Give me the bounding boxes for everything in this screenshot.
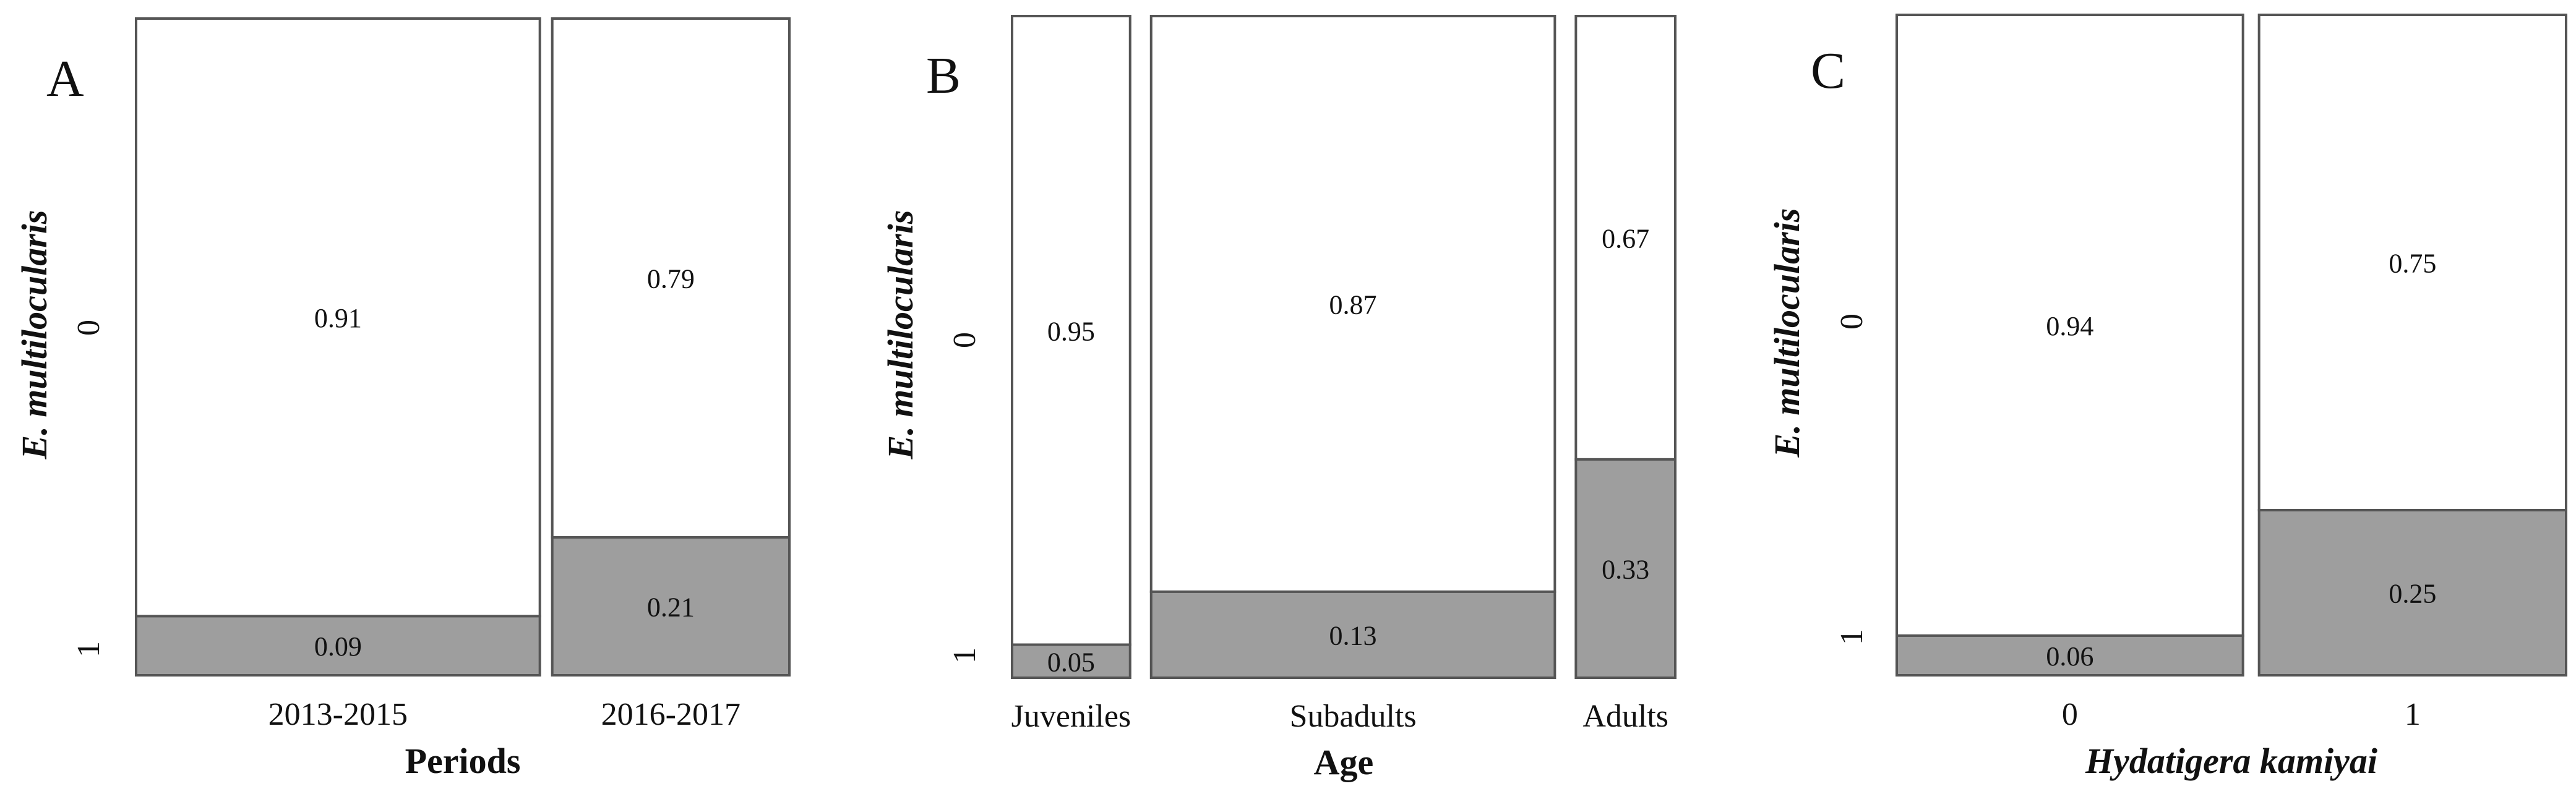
panel-c-value-0-negative: 0.94 bbox=[2046, 311, 2093, 341]
panel-b-y-tick-0: 0 bbox=[947, 332, 982, 348]
panel-b-y-tick-1: 1 bbox=[947, 647, 982, 664]
panel-b-y-axis-label: E. multilocularis bbox=[880, 210, 921, 460]
panel-a-cell-2016-2017-positive bbox=[551, 536, 791, 677]
panel-b-cell-adults-positive bbox=[1574, 458, 1677, 680]
panel-a-cell-2013-2015-positive bbox=[135, 615, 541, 677]
panel-a-value-2013-2015-positive: 0.09 bbox=[314, 631, 362, 662]
panel-b-value-adults-negative: 0.67 bbox=[1602, 223, 1649, 254]
panel-b-x-tick-adults: Adults bbox=[1582, 699, 1668, 734]
panel-c-cell-0-negative bbox=[1896, 14, 2244, 637]
panel-a-value-2013-2015-negative: 0.91 bbox=[314, 303, 362, 333]
panel-c-y-tick-0: 0 bbox=[1834, 314, 1870, 330]
panel-c-y-axis-label: E. multilocularis bbox=[1767, 208, 1807, 458]
panel-c-cell-0-positive bbox=[1896, 634, 2244, 677]
panel-b-value-subadults-negative: 0.87 bbox=[1329, 289, 1377, 320]
panel-c-x-tick-0: 0 bbox=[2062, 697, 2078, 732]
panel-a-cell-2016-2017-negative bbox=[551, 17, 791, 539]
panel-c-letter: C bbox=[1811, 42, 1845, 100]
panel-b-letter: B bbox=[926, 47, 961, 105]
panel-b-cell-subadults-positive bbox=[1149, 590, 1556, 680]
panel-b-value-adults-positive: 0.33 bbox=[1602, 554, 1649, 584]
panel-a-letter: A bbox=[46, 50, 84, 108]
panel-c-y-tick-1: 1 bbox=[1834, 629, 1870, 645]
panel-a-cell-2013-2015-negative bbox=[135, 17, 541, 618]
panel-c-cell-1-negative bbox=[2257, 14, 2567, 511]
panel-a-y-tick-1: 1 bbox=[71, 641, 106, 657]
panel-b-x-tick-juveniles: Juveniles bbox=[1011, 699, 1131, 734]
panel-a-value-2016-2017-negative: 0.79 bbox=[647, 263, 695, 294]
panel-a-x-tick-2013-2015: 2013-2015 bbox=[268, 697, 408, 732]
panel-b-value-subadults-positive: 0.13 bbox=[1329, 620, 1377, 651]
panel-a-y-axis-label: E. multilocularis bbox=[14, 210, 54, 460]
panel-c-value-1-positive: 0.25 bbox=[2389, 579, 2436, 609]
panel-a-x-tick-2016-2017: 2016-2017 bbox=[601, 697, 741, 732]
panel-c-x-tick-1: 1 bbox=[2405, 697, 2421, 732]
panel-b-value-juveniles-positive: 0.05 bbox=[1047, 647, 1095, 677]
panel-a-y-tick-0: 0 bbox=[71, 320, 106, 336]
panel-b-value-juveniles-negative: 0.95 bbox=[1047, 316, 1095, 346]
panel-c-value-1-negative: 0.75 bbox=[2389, 249, 2436, 279]
panel-b-cell-subadults-negative bbox=[1149, 15, 1556, 593]
panel-b-x-axis-label: Age bbox=[1314, 742, 1374, 782]
panel-c-value-0-positive: 0.06 bbox=[2046, 641, 2093, 672]
panel-b-cell-juveniles-negative bbox=[1011, 15, 1131, 646]
panel-a-x-axis-label: Periods bbox=[405, 741, 521, 781]
panel-c-x-axis-label: Hydatigera kamiyai bbox=[2085, 741, 2377, 781]
panel-b-cell-juveniles-positive bbox=[1011, 643, 1131, 679]
panel-a-value-2016-2017-positive: 0.21 bbox=[647, 592, 695, 622]
panel-b-x-tick-subadults: Subadults bbox=[1289, 699, 1416, 734]
panel-c-cell-1-positive bbox=[2257, 509, 2567, 677]
